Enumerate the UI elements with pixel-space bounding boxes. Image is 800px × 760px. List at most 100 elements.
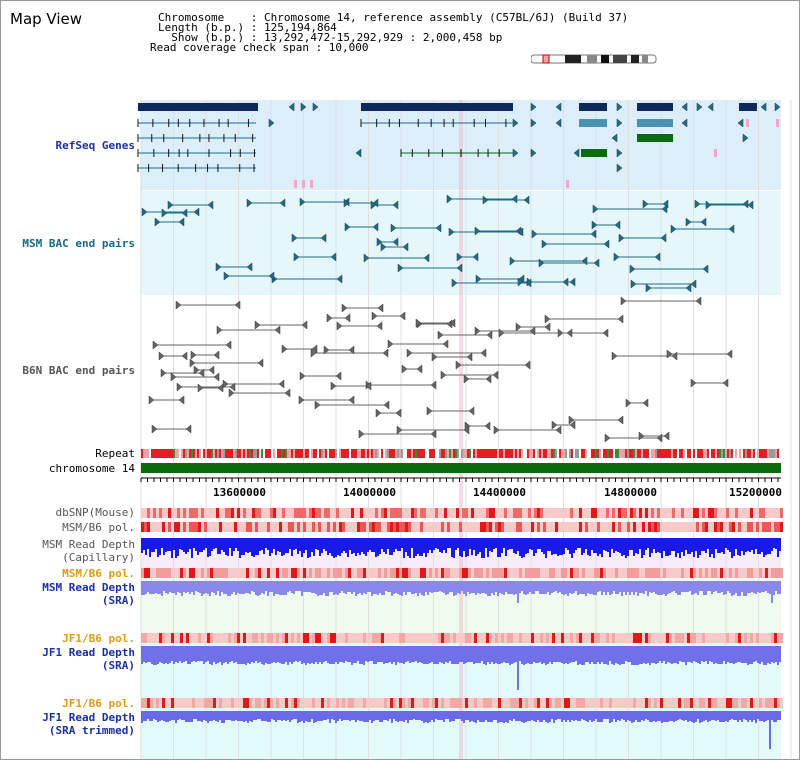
jf1-pol-mark: [276, 633, 279, 643]
jf1-pol-mark: [768, 633, 771, 643]
msm-pol-mark: [450, 522, 453, 532]
repeat-mark: [761, 449, 763, 458]
jf1-pol2-mark: [750, 698, 753, 708]
jf1-pol-mark: [543, 633, 546, 643]
jf1-sra-depth: [745, 646, 747, 663]
msm-sra-depth: [171, 581, 173, 593]
jf1-pol2-mark: [543, 698, 546, 708]
jf1-pol-mark: [369, 633, 372, 643]
jf1-pol2-mark: [636, 698, 639, 708]
msm-pol-mark: [576, 522, 579, 532]
jf1-sra-depth: [179, 646, 181, 661]
jf1-pol-mark: [639, 633, 642, 643]
gene-arrow: [737, 118, 744, 128]
jf1-sra-depth: [275, 646, 277, 663]
jf1-pol2-mark: [765, 698, 768, 708]
dbsnp-mark: [591, 508, 594, 518]
jf1-trimmed-depth: [565, 711, 567, 722]
msm-pol-mark: [729, 522, 732, 532]
repeat-mark: [287, 449, 289, 458]
msm-sra-depth: [419, 581, 421, 593]
msm-pol-mark: [681, 522, 684, 532]
jf1-pol2-mark: [561, 698, 564, 708]
b6n-bac-pair-end: [437, 330, 444, 340]
msm-pol2-mark: [342, 568, 345, 578]
jf1-pol-mark: [189, 633, 192, 643]
jf1-trimmed-depth: [255, 711, 257, 720]
jf1-pol-mark: [675, 633, 678, 643]
jf1-pol2-mark: [309, 698, 312, 708]
capillary-depth: [755, 538, 757, 549]
jf1-pol-mark: [252, 633, 255, 643]
capillary-depth: [709, 538, 711, 557]
msm-sra-depth: [651, 581, 653, 593]
msm-sra-depth: [175, 581, 177, 595]
capillary-depth: [541, 538, 543, 552]
jf1-trimmed-depth: [723, 711, 725, 722]
msm-pol-mark: [384, 522, 387, 532]
jf1-sra-depth: [289, 646, 291, 662]
jf1-trimmed-depth: [351, 711, 353, 720]
repeat-mark: [419, 449, 421, 458]
capillary-depth: [657, 538, 659, 552]
msm-pol2-mark: [549, 568, 552, 578]
msm-bac-pair-end: [517, 227, 524, 237]
capillary-depth: [661, 538, 663, 558]
jf1-trimmed-depth: [633, 711, 635, 722]
msm-pol-mark: [237, 522, 240, 532]
capillary-depth: [499, 538, 501, 557]
msm-pol-mark: [567, 522, 570, 532]
jf1-trimmed-depth: [759, 711, 761, 721]
jf1-pol2-mark: [231, 698, 234, 708]
msm-pol-mark: [189, 522, 192, 532]
repeat-mark: [163, 449, 165, 458]
jf1-pol-mark: [180, 633, 183, 643]
msm-pol2-mark: [405, 568, 408, 578]
repeat-mark: [755, 449, 757, 458]
jf1-trimmed-depth: [455, 711, 457, 719]
jf1-sra-depth: [453, 646, 455, 664]
repeat-mark: [593, 449, 595, 458]
dbsnp-mark: [585, 508, 588, 518]
dbsnp-mark: [165, 508, 168, 518]
b6n-bac-pair-end: [515, 322, 522, 332]
msm-pol-mark: [561, 522, 564, 532]
capillary-depth: [349, 538, 351, 550]
msm-pol-mark: [234, 522, 237, 532]
msm-sra-depth: [545, 581, 547, 594]
repeat-mark: [385, 449, 387, 458]
jf1-pol-mark: [486, 633, 489, 643]
jf1-trimmed-depth: [441, 711, 443, 720]
msm-pol-mark: [339, 522, 342, 532]
msm-pol-mark: [666, 522, 669, 532]
b6n-bac-pair-end: [415, 318, 422, 328]
jf1-trimmed-depth: [671, 711, 673, 721]
jf1-pol-mark: [780, 633, 783, 643]
b6n-bac-pair-end: [344, 313, 351, 323]
repeat-mark: [601, 449, 603, 458]
capillary-depth: [183, 538, 185, 552]
capillary-depth: [737, 538, 739, 555]
msm-sra-depth: [151, 581, 153, 594]
jf1-pol-mark: [228, 633, 231, 643]
jf1-pol2-mark: [672, 698, 675, 708]
jf1-sra-depth: [645, 646, 647, 664]
msm-pol-mark: [756, 522, 759, 532]
msm-sra-depth: [593, 581, 595, 595]
chromosome-ideogram[interactable]: [531, 54, 657, 64]
msm-sra-depth: [503, 581, 505, 595]
msm-bac-pair-end: [629, 264, 636, 274]
jf1-pol-mark: [429, 633, 432, 643]
jf1-pol2-mark: [402, 698, 405, 708]
capillary-depth: [407, 538, 409, 556]
jf1-trimmed-depth: [601, 711, 603, 722]
repeat-mark: [413, 449, 415, 458]
msm-sra-depth: [229, 581, 231, 596]
repeat-mark: [583, 449, 585, 458]
jf1-read-depth-trimmed-label: JF1 Read Depth: [42, 711, 135, 724]
dbsnp-mark: [411, 508, 414, 518]
b6n-bac-pair-end: [620, 296, 627, 306]
jf1-sra-depth: [613, 646, 615, 665]
dbsnp-mark: [720, 508, 723, 518]
